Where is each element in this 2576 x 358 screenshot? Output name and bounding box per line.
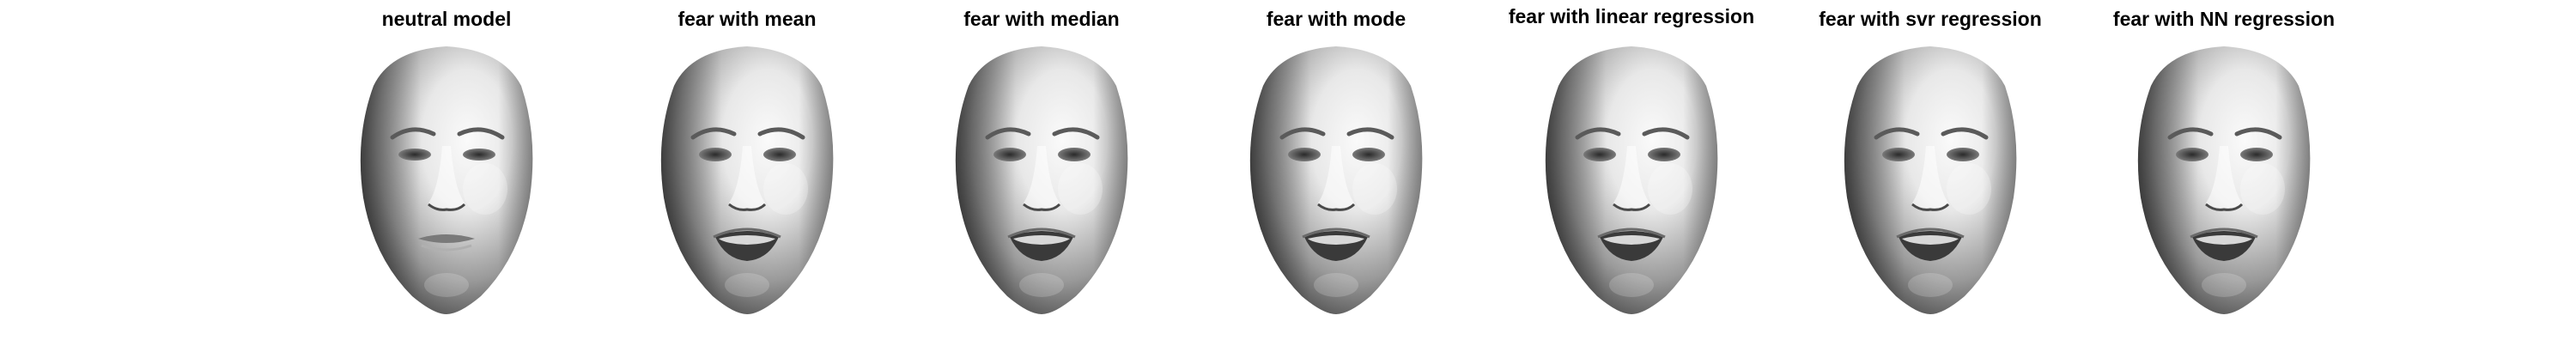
face-render bbox=[2117, 34, 2331, 318]
right-eye bbox=[1352, 148, 1385, 161]
nose bbox=[2206, 146, 2242, 210]
chin bbox=[2202, 273, 2246, 297]
left-eye bbox=[1288, 148, 1321, 161]
teeth bbox=[1013, 235, 1070, 245]
nose bbox=[1318, 146, 1354, 210]
teeth bbox=[1902, 235, 1959, 245]
panel-fear-with-nn-regression: fear with NN regression bbox=[2095, 0, 2353, 358]
face-render bbox=[1524, 34, 1739, 318]
chin bbox=[1314, 273, 1358, 297]
left-brow bbox=[390, 127, 436, 140]
left-eye bbox=[398, 149, 431, 161]
panel-title: neutral model bbox=[381, 8, 512, 30]
chin bbox=[1019, 273, 1064, 297]
nose bbox=[729, 146, 765, 210]
panel-fear-with-mean: fear with mean bbox=[618, 0, 876, 358]
panel-fear-with-mode: fear with mode bbox=[1207, 0, 1465, 358]
right-brow bbox=[1052, 127, 1100, 140]
chin bbox=[424, 273, 469, 297]
left-eye bbox=[993, 148, 1026, 161]
right-brow bbox=[1642, 127, 1690, 140]
chin bbox=[1609, 273, 1654, 297]
left-eye bbox=[699, 148, 732, 161]
right-eye bbox=[763, 148, 796, 161]
right-eye bbox=[2240, 148, 2273, 161]
right-eye bbox=[1058, 148, 1091, 161]
right-brow bbox=[1941, 127, 1989, 140]
panel-title: fear with mean bbox=[677, 8, 817, 30]
face-render bbox=[934, 34, 1149, 318]
chin bbox=[725, 273, 769, 297]
left-brow bbox=[1279, 127, 1326, 140]
teeth bbox=[1308, 235, 1364, 245]
left-brow bbox=[1575, 127, 1621, 140]
left-eye bbox=[1882, 148, 1915, 161]
left-brow bbox=[985, 127, 1031, 140]
panel-title: fear with mode bbox=[1266, 8, 1406, 30]
nose bbox=[428, 146, 465, 210]
teeth bbox=[719, 235, 775, 245]
right-eye bbox=[1947, 148, 1979, 161]
left-eye bbox=[2176, 148, 2208, 161]
right-brow bbox=[2234, 127, 2282, 140]
right-brow bbox=[457, 127, 505, 140]
panel-title: fear with median bbox=[963, 8, 1120, 30]
face-render bbox=[1823, 34, 2038, 318]
panel-title: fear with svr regression bbox=[1819, 8, 2042, 30]
panel-title: fear with linear regression bbox=[1508, 5, 1755, 27]
right-brow bbox=[1346, 127, 1394, 140]
nose bbox=[1912, 146, 1948, 210]
mouth-closed bbox=[418, 234, 475, 243]
panel-title: fear with NN regression bbox=[2112, 8, 2336, 30]
panel-fear-with-svr-regression: fear with svr regression bbox=[1801, 0, 2059, 358]
face-render bbox=[1229, 34, 1443, 318]
right-eye bbox=[463, 149, 495, 161]
chin bbox=[1908, 273, 1953, 297]
face-render bbox=[640, 34, 854, 318]
left-brow bbox=[2167, 127, 2214, 140]
panel-neutral-model: neutral model bbox=[318, 0, 575, 358]
teeth bbox=[2196, 235, 2252, 245]
face-render bbox=[339, 34, 554, 318]
nose bbox=[1024, 146, 1060, 210]
panel-fear-with-linear-regression: fear with linear regression bbox=[1503, 0, 1760, 358]
right-eye bbox=[1648, 148, 1680, 161]
nose bbox=[1613, 146, 1649, 210]
left-brow bbox=[1874, 127, 1920, 140]
right-brow bbox=[757, 127, 805, 140]
panel-fear-with-median: fear with median bbox=[913, 0, 1170, 358]
teeth bbox=[1603, 235, 1660, 245]
left-eye bbox=[1583, 148, 1616, 161]
left-brow bbox=[690, 127, 737, 140]
